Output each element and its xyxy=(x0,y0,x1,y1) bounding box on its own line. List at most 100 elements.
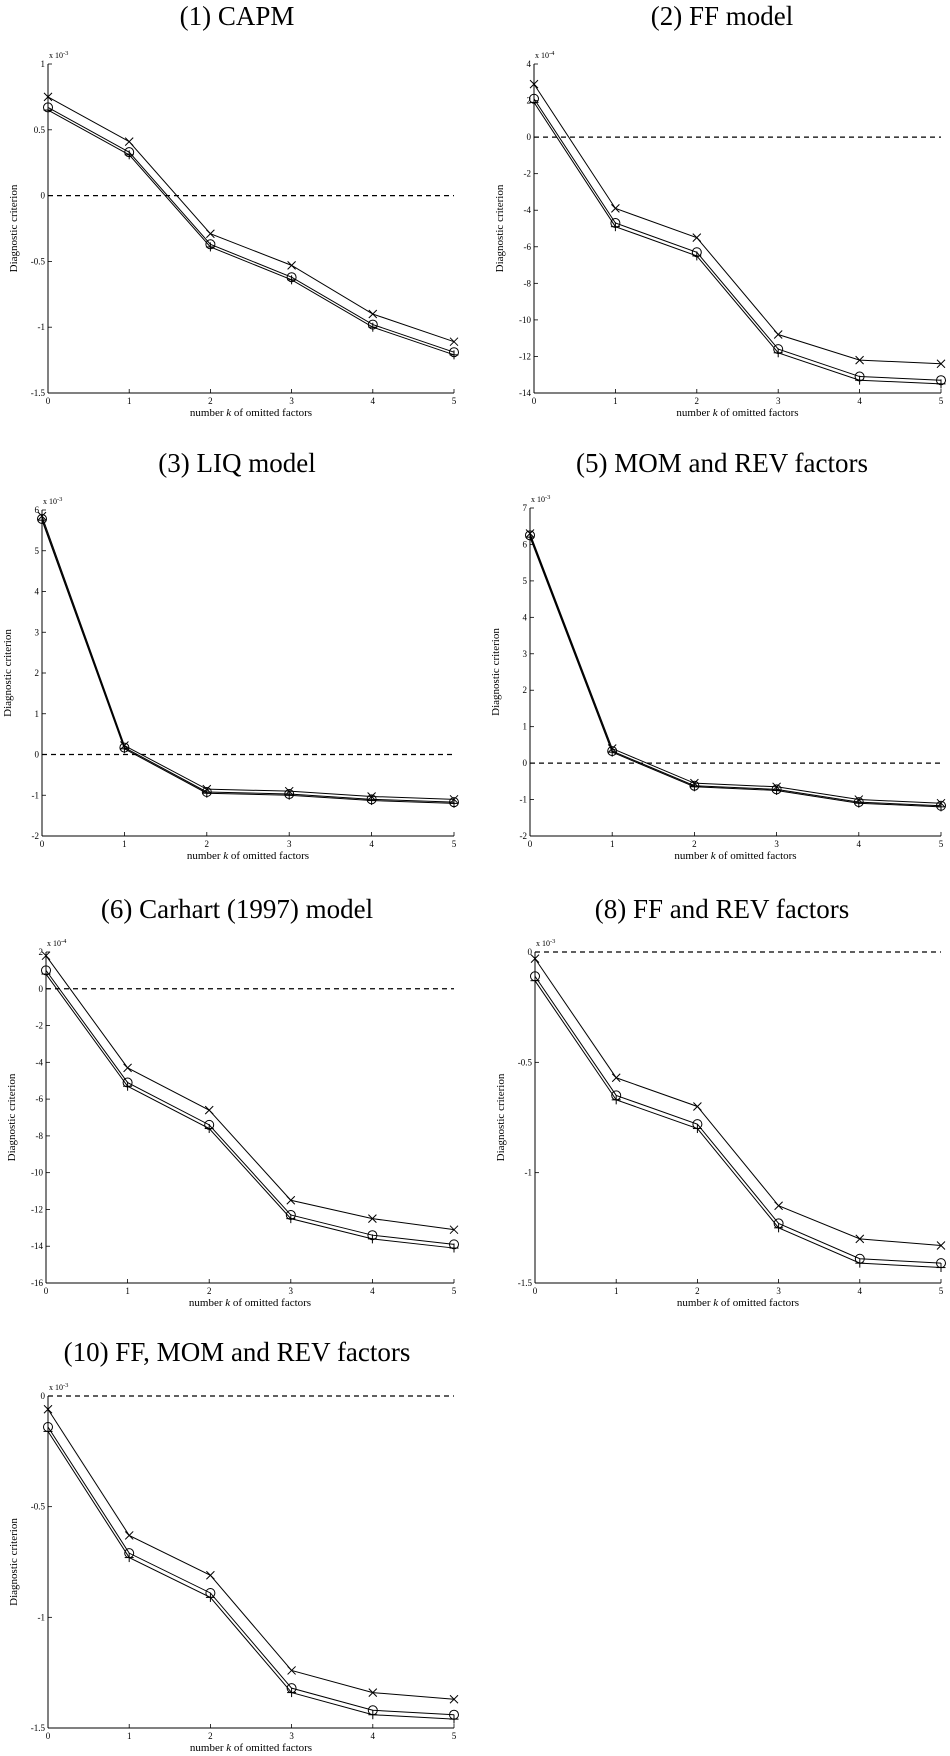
y-tick-label: -2 xyxy=(36,1021,44,1031)
x-tick-label: 3 xyxy=(776,1286,781,1296)
chart-panel-capm: (1) CAPM -1.5 -1 -0.5 0 0.5 1 0 1 2 3 4 5 x 10-3 numbe… xyxy=(8,1,459,419)
marker-x xyxy=(43,1404,53,1414)
axis-exponent: x 10-3 xyxy=(531,494,550,504)
x-tick-label: 0 xyxy=(44,1286,49,1296)
marker-plus xyxy=(936,379,946,389)
x-tick-label: 4 xyxy=(858,1286,863,1296)
y-tick-label: 4 xyxy=(527,59,532,69)
y-tick-label: 5 xyxy=(35,546,40,556)
marker-x xyxy=(611,204,620,213)
marker-x xyxy=(204,1105,214,1115)
marker-x xyxy=(936,359,946,369)
marker-plus xyxy=(287,275,297,285)
x-tick-label: 2 xyxy=(208,1731,213,1741)
marker-x xyxy=(936,1241,946,1250)
y-tick-label: -1 xyxy=(38,1612,46,1622)
series-line-x xyxy=(534,958,942,1246)
y-tick-label: 0.5 xyxy=(34,125,46,135)
y-tick-label: 0 xyxy=(41,1391,46,1401)
y-tick-label: -8 xyxy=(36,1131,44,1141)
x-axis-label: number k of omitted factors xyxy=(189,1297,311,1309)
marker-plus xyxy=(855,375,865,385)
x-axis-label: number k of omitted factors xyxy=(676,407,798,419)
x-tick-label: 2 xyxy=(695,1286,700,1296)
y-tick-label: -1 xyxy=(38,322,46,332)
x-axis-label: number k of omitted factors xyxy=(190,407,312,419)
x-tick-label: 1 xyxy=(122,839,127,849)
marker-plus xyxy=(367,1234,377,1244)
x-tick-label: 5 xyxy=(452,1731,457,1741)
y-tick-label: -16 xyxy=(31,1278,43,1288)
x-tick-label: 4 xyxy=(371,1731,376,1741)
marker-plus xyxy=(43,1426,53,1436)
y-tick-label: -1.5 xyxy=(518,1278,533,1288)
marker-plus xyxy=(449,798,459,808)
y-tick-label: -1 xyxy=(525,1168,533,1178)
marker-plus xyxy=(41,969,51,979)
marker-x xyxy=(206,229,215,239)
series-line-o xyxy=(534,975,942,1264)
chart-title: (1) CAPM xyxy=(180,1,295,31)
series-line-o xyxy=(533,98,942,381)
y-tick-label: 0 xyxy=(41,191,46,201)
x-tick-label: 0 xyxy=(532,396,537,406)
axis-exponent: x 10-3 xyxy=(43,496,62,506)
y-tick-label: 0 xyxy=(528,947,533,957)
marker-x xyxy=(449,1694,459,1704)
series-line-+ xyxy=(534,980,942,1269)
series-line-x xyxy=(533,83,942,365)
x-tick-label: 1 xyxy=(610,839,615,849)
y-tick-label: -10 xyxy=(31,1168,43,1178)
marker-x xyxy=(449,1225,459,1235)
marker-x xyxy=(855,1234,865,1244)
chart-panel-liq: (3) LIQ model -2 -1 0 1 2 3 4 5 6 0 1 2 3 4 5 x 10-3 numb… xyxy=(2,448,459,862)
chart-panel-momrev: (5) MOM and REV factors -2 -1 0 1 2 3 4 5 6 7 0 1 2 3 4… xyxy=(490,448,946,862)
marker-plus xyxy=(774,1223,784,1233)
marker-plus xyxy=(287,1688,297,1698)
y-tick-label: -1 xyxy=(520,795,528,805)
series-line-x xyxy=(47,1409,455,1700)
marker-plus xyxy=(773,348,783,358)
x-tick-label: 0 xyxy=(46,396,51,406)
axis-exponent: x 10-3 xyxy=(49,50,68,60)
marker-plus xyxy=(854,798,864,808)
x-axis-label: number k of omitted factors xyxy=(674,850,796,862)
y-tick-label: -8 xyxy=(524,278,532,288)
y-axis-label: Diagnostic criterion xyxy=(2,629,14,717)
x-tick-label: 4 xyxy=(857,839,862,849)
x-tick-label: 4 xyxy=(857,396,862,406)
chart-panel-ffrev: (8) FF and REV factors -1.5 -1 -0.5 0 0 1 2 3 4 5 x… xyxy=(495,894,946,1309)
y-tick-label: 3 xyxy=(523,649,528,659)
series-line-o xyxy=(47,106,455,353)
y-tick-label: -14 xyxy=(31,1241,43,1251)
y-tick-label: 2 xyxy=(523,685,528,695)
series-line-x xyxy=(47,96,455,343)
x-tick-label: 5 xyxy=(452,396,457,406)
series-line-+ xyxy=(45,973,455,1249)
y-tick-label: -10 xyxy=(519,315,531,325)
marker-x xyxy=(368,1214,377,1223)
y-axis-label: Diagnostic criterion xyxy=(490,628,502,716)
marker-plus xyxy=(204,1124,214,1134)
marker-x xyxy=(611,1073,621,1083)
x-tick-label: 0 xyxy=(46,1731,51,1741)
series-line-+ xyxy=(47,109,455,356)
series-line-o xyxy=(529,535,942,807)
x-tick-label: 4 xyxy=(369,839,374,849)
x-tick-label: 2 xyxy=(208,396,213,406)
marker-plus xyxy=(43,105,53,115)
y-tick-label: -0.5 xyxy=(518,1057,533,1067)
x-tick-label: 0 xyxy=(533,1286,538,1296)
x-tick-label: 1 xyxy=(613,396,618,406)
y-tick-label: -1 xyxy=(32,790,40,800)
series-line-o xyxy=(47,1426,455,1716)
marker-plus xyxy=(124,150,134,160)
marker-x xyxy=(124,137,134,146)
marker-x xyxy=(206,1570,215,1580)
marker-x xyxy=(287,260,296,270)
axis-exponent: x 10-4 xyxy=(535,50,555,60)
y-tick-label: -2 xyxy=(32,831,40,841)
y-tick-label: -6 xyxy=(524,242,532,252)
series-line-o xyxy=(45,970,455,1245)
